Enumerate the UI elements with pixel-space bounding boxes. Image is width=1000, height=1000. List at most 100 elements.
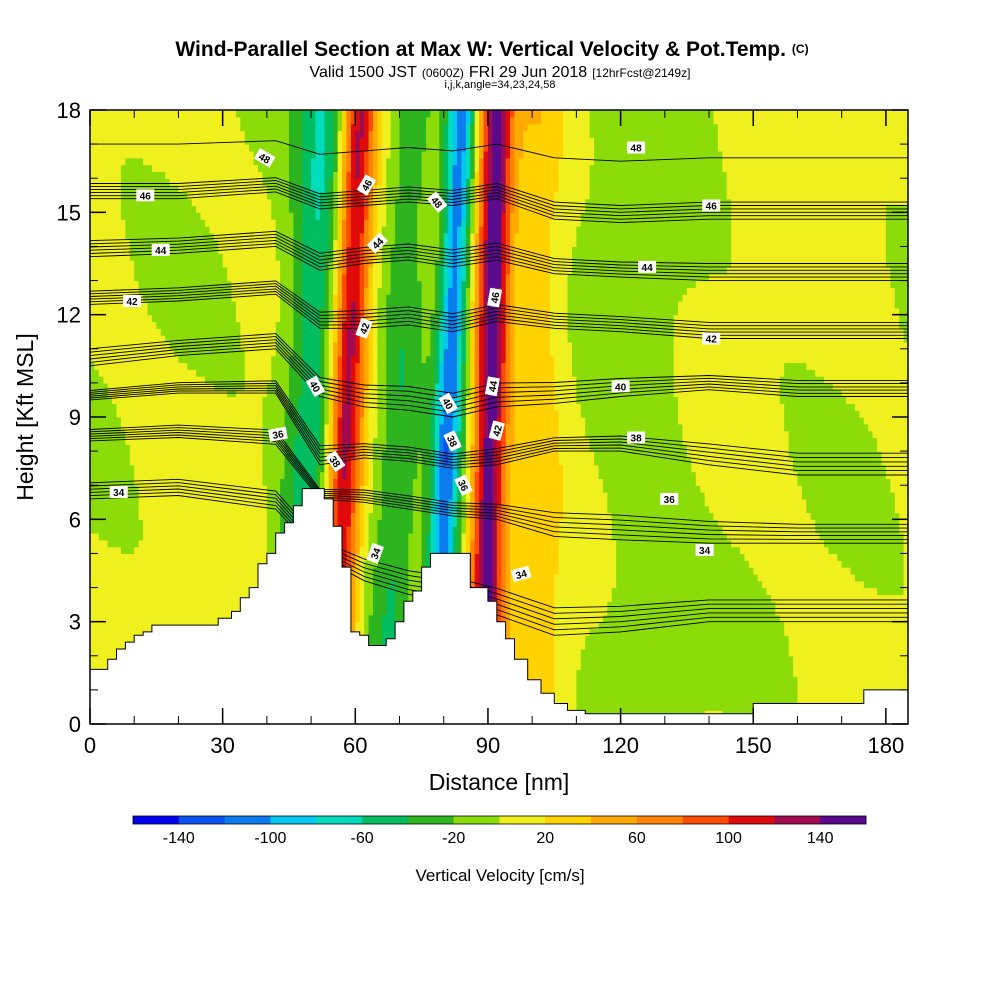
velocity-cell [726, 185, 908, 193]
velocity-cell [350, 553, 356, 561]
velocity-cell [483, 430, 489, 439]
velocity-cell [364, 260, 370, 268]
velocity-cell [359, 580, 365, 589]
velocity-cell [359, 608, 365, 616]
velocity-cell [421, 294, 436, 302]
chart-title: Wind-Parallel Section at Max W: Vertical… [175, 38, 808, 61]
velocity-cell [580, 212, 732, 220]
velocity-cell [576, 239, 732, 248]
velocity-cell [381, 512, 414, 520]
velocity-cell [324, 417, 330, 425]
velocity-cell [483, 362, 489, 370]
velocity-cell [271, 212, 294, 220]
velocity-cell [448, 191, 454, 200]
velocity-cell [501, 539, 507, 548]
velocity-cell [501, 348, 507, 357]
velocity-cell [421, 478, 432, 486]
velocity-cell [563, 471, 600, 479]
velocity-cell [448, 123, 454, 132]
velocity-cell [722, 150, 908, 159]
velocity-cell [372, 123, 378, 132]
velocity-cell [350, 130, 356, 138]
velocity-cell [381, 492, 414, 500]
velocity-cell [474, 478, 480, 486]
velocity-cell [90, 614, 268, 623]
velocity-cell [448, 164, 454, 172]
velocity-cell [368, 478, 374, 486]
velocity-cell [430, 335, 436, 343]
velocity-cell [151, 314, 237, 323]
velocity-cell [408, 546, 423, 555]
contour-label-text: 44 [642, 263, 654, 274]
velocity-cell [487, 205, 502, 213]
isentrope-38 [90, 392, 908, 476]
velocity-cell [90, 567, 268, 575]
velocity-cell [293, 294, 303, 302]
velocity-cell [505, 498, 511, 507]
velocity-cell [496, 341, 502, 350]
velocity-cell [337, 505, 352, 514]
velocity-cell [682, 294, 896, 302]
velocity-cell [474, 553, 480, 561]
velocity-cell [129, 239, 219, 248]
y-axis-label: Height [Kft MSL] [12, 333, 38, 500]
velocity-cell [514, 314, 551, 323]
velocity-cell [328, 389, 334, 398]
velocity-cell [355, 464, 361, 473]
velocity-cell [125, 430, 264, 439]
velocity-cell [611, 587, 768, 595]
velocity-cell [443, 144, 449, 152]
velocity-cell [505, 150, 511, 159]
velocity-cell [496, 485, 502, 493]
velocity-cell [293, 314, 303, 323]
velocity-cell [510, 417, 516, 425]
velocity-cell [510, 539, 560, 548]
contour-label-text: 42 [358, 321, 372, 336]
velocity-cell [439, 539, 449, 548]
velocity-cell [483, 185, 489, 193]
velocity-cell [474, 471, 480, 479]
velocity-cell [350, 178, 365, 186]
velocity-cell [510, 601, 555, 609]
velocity-cell [346, 266, 361, 275]
velocity-cell [430, 457, 436, 466]
velocity-cell [505, 171, 511, 179]
velocity-cell [372, 464, 383, 473]
velocity-cell [448, 171, 454, 179]
velocity-cell [563, 505, 608, 514]
velocity-cell [518, 171, 560, 179]
velocity-cell [514, 130, 524, 138]
velocity-cell [333, 403, 339, 411]
isentrope-minor [90, 230, 908, 264]
velocity-cell [589, 130, 719, 138]
velocity-cell [837, 553, 905, 561]
velocity-cell [319, 205, 330, 213]
velocity-cell [492, 498, 498, 507]
velocity-cell [616, 560, 750, 568]
velocity-cell [346, 198, 352, 207]
velocity-cell [496, 321, 502, 329]
velocity-cell [288, 376, 303, 384]
contour-label: 42 [355, 317, 373, 339]
velocity-cell [722, 526, 816, 534]
velocity-cell [456, 307, 463, 316]
velocity-cell [483, 498, 493, 507]
velocity-cell [505, 594, 511, 602]
velocity-cell [501, 485, 507, 493]
velocity-cell [350, 225, 365, 234]
velocity-cell [293, 273, 303, 282]
velocity-cell [448, 451, 454, 459]
velocity-cell [461, 376, 467, 384]
velocity-cell [461, 512, 467, 520]
velocity-cell [346, 451, 356, 459]
velocity-cell [456, 382, 463, 391]
velocity-cell [510, 198, 516, 207]
velocity-cell [90, 266, 135, 275]
velocity-cell [333, 212, 339, 220]
velocity-cell [125, 437, 264, 445]
velocity-cell [421, 526, 432, 534]
velocity-cell [448, 137, 454, 145]
velocity-cell [381, 116, 392, 125]
velocity-cell [240, 321, 277, 329]
velocity-cell [452, 239, 458, 248]
